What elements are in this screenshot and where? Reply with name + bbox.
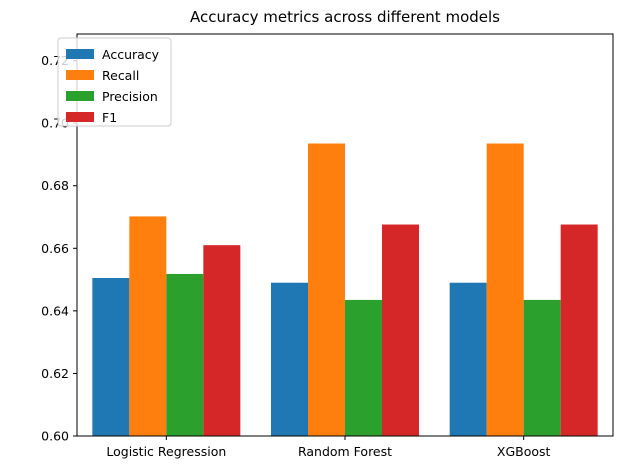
legend: Accuracy Recall Precision F1 (57, 37, 172, 127)
legend-label-f1: F1 (102, 110, 117, 125)
x-tick-label: Random Forest (298, 444, 392, 459)
y-tick-label: 0.64 (41, 303, 69, 318)
legend-label-precision: Precision (102, 89, 158, 104)
legend-box (57, 37, 172, 127)
bar-precision-logistic-regression (166, 273, 204, 436)
bar-f1-logistic-regression (203, 245, 241, 436)
y-tick-label: 0.66 (41, 241, 69, 256)
y-tick-label: 0.60 (41, 429, 69, 444)
legend-label-recall: Recall (102, 68, 139, 83)
legend-swatch-precision (66, 91, 94, 101)
bar-f1-xgboost (560, 224, 598, 436)
bar-accuracy-random-forest (271, 282, 308, 436)
bar-recall-random-forest (308, 143, 345, 437)
legend-swatch-accuracy (66, 49, 94, 59)
bars-group (92, 143, 598, 437)
bar-precision-random-forest (345, 299, 382, 436)
legend-swatch-recall (66, 70, 94, 80)
x-tick-label: XGBoost (497, 444, 551, 459)
bar-accuracy-xgboost (449, 282, 487, 436)
legend-swatch-f1 (66, 112, 94, 122)
x-tick-label: Logistic Regression (106, 444, 226, 459)
bar-accuracy-logistic-regression (92, 278, 130, 436)
bar-recall-logistic-regression (129, 216, 167, 436)
bar-recall-xgboost (486, 143, 524, 437)
y-tick-label: 0.68 (41, 178, 69, 193)
chart-title: Accuracy metrics across different models (190, 8, 500, 26)
legend-label-accuracy: Accuracy (102, 47, 160, 62)
bar-precision-xgboost (523, 299, 561, 436)
y-tick-label: 0.62 (41, 366, 69, 381)
bar-f1-random-forest (382, 224, 419, 436)
